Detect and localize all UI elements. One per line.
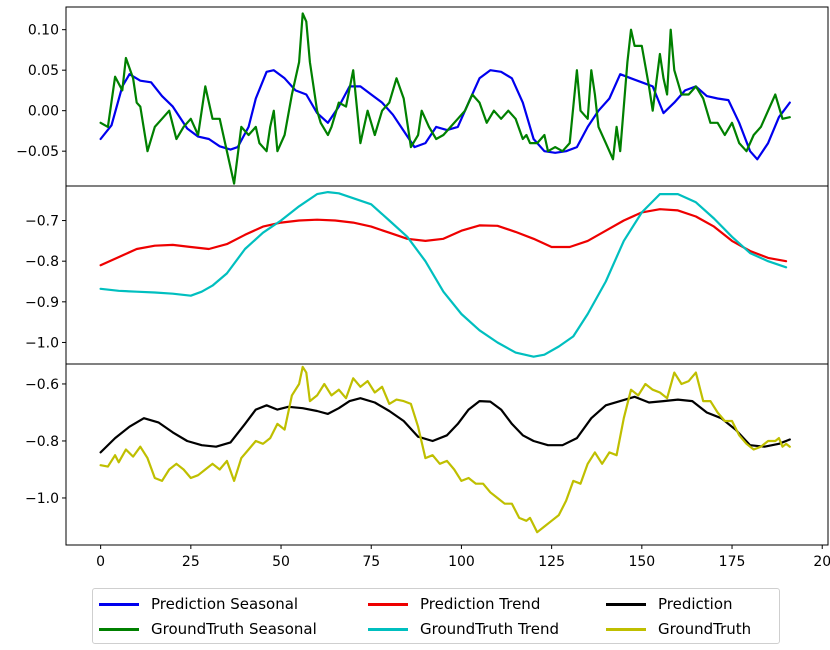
- series-line-prediction-trend: [99, 208, 788, 267]
- legend-swatch: [606, 602, 646, 606]
- overall-panel: −1.0 −0.8 −0.6 0 25 50 75 100 125 150 175 20: [25, 363, 830, 570]
- y-tick-label: 0.10: [28, 23, 59, 39]
- legend-swatch: [99, 602, 139, 606]
- legend-label: Prediction Seasonal: [151, 595, 299, 613]
- legend-label: Prediction Trend: [420, 595, 541, 613]
- axes-frame: [65, 185, 829, 365]
- y-tick-label: −0.8: [25, 434, 59, 450]
- x-tick-label: 25: [182, 554, 200, 570]
- y-tick-label: −0.05: [16, 144, 59, 160]
- trend-panel: −1.0 −0.9 −0.8 −0.7: [25, 185, 829, 365]
- legend-entry-groundtruth-trend: GroundTruth Trend: [368, 618, 559, 640]
- axes-frame: [65, 6, 829, 187]
- y-tick-label: −0.8: [25, 254, 59, 270]
- series-line-groundtruth: [99, 365, 791, 534]
- legend-entry-prediction: Prediction: [606, 593, 733, 615]
- x-tick-label: 125: [538, 554, 565, 570]
- legend-swatch: [368, 602, 408, 606]
- legend-swatch: [368, 627, 408, 631]
- legend-entry-groundtruth: GroundTruth: [606, 618, 751, 640]
- x-tick-label: 20: [813, 554, 830, 570]
- legend-label: GroundTruth Seasonal: [151, 620, 317, 638]
- seasonal-panel: −0.05 0.00 0.05 0.10: [16, 6, 829, 187]
- legend-entry-prediction-trend: Prediction Trend: [368, 593, 540, 615]
- y-tick-label: −1.0: [25, 491, 59, 507]
- x-tick-label: 150: [628, 554, 655, 570]
- series-line-prediction-seasonal: [99, 69, 791, 161]
- legend-label: GroundTruth: [658, 620, 752, 638]
- series-line-groundtruth-seasonal: [99, 12, 791, 185]
- y-tick-label: −0.6: [25, 377, 59, 393]
- x-tick-label: 75: [362, 554, 380, 570]
- y-tick-label: 0.00: [28, 104, 59, 120]
- y-tick-label: −0.7: [25, 214, 59, 230]
- legend-swatch: [606, 627, 646, 631]
- x-tick-label: 50: [272, 554, 290, 570]
- legend-entry-groundtruth-seasonal: GroundTruth Seasonal: [99, 618, 317, 640]
- y-tick-label: −0.9: [25, 295, 59, 311]
- legend: Prediction Seasonal GroundTruth Seasonal…: [92, 588, 780, 644]
- legend-entry-prediction-seasonal: Prediction Seasonal: [99, 593, 298, 615]
- x-tick-label: 175: [719, 554, 746, 570]
- series-line-prediction: [99, 395, 791, 454]
- x-tick-label: 0: [96, 554, 105, 570]
- x-tick-label: 100: [448, 554, 475, 570]
- legend-swatch: [99, 627, 139, 631]
- y-tick-label: −1.0: [25, 335, 59, 351]
- legend-label: Prediction: [658, 595, 733, 613]
- series-line-groundtruth-trend: [99, 191, 788, 358]
- legend-label: GroundTruth Trend: [420, 620, 560, 638]
- axes-frame: [65, 363, 829, 546]
- y-tick-label: 0.05: [28, 63, 59, 79]
